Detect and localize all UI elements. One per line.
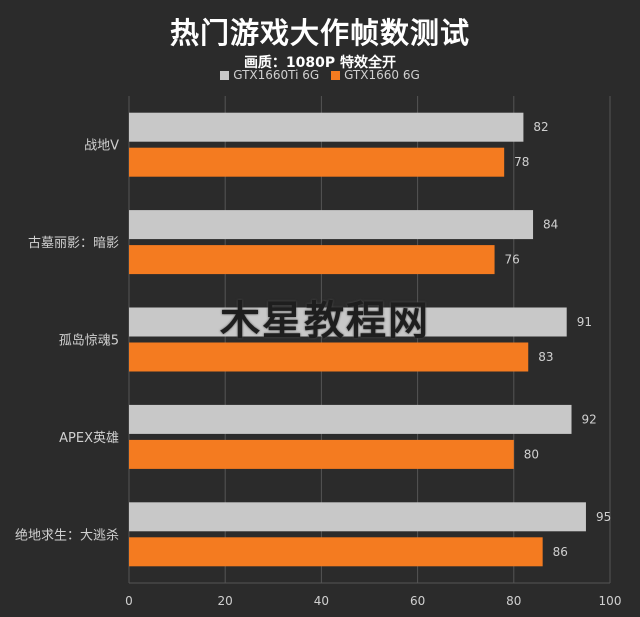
legend: GTX1660Ti 6G GTX1660 6G (0, 68, 640, 83)
data-label-4-0: 95 (596, 510, 611, 524)
bar-4-0 (129, 502, 586, 532)
legend-item-gtx1660ti: GTX1660Ti 6G (220, 68, 319, 82)
bar-2-1 (129, 342, 529, 372)
category-label-0: 战地V (84, 139, 119, 154)
bar-3-1 (129, 439, 514, 469)
category-label-4: 绝地求生：大逃杀 (15, 527, 119, 543)
x-tick-label-1: 20 (218, 594, 233, 608)
category-label-1: 古墓丽影：暗影 (28, 236, 119, 251)
data-label-1-0: 84 (543, 218, 558, 232)
bar-0-1 (129, 147, 505, 177)
category-label-2: 孤岛惊魂5 (59, 333, 119, 349)
legend-swatch-gtx1660ti (220, 70, 230, 80)
legend-swatch-gtx1660 (331, 70, 341, 80)
data-label-2-1: 83 (538, 350, 553, 364)
bar-3-0 (129, 404, 572, 434)
data-label-0-1: 78 (514, 155, 529, 169)
category-label-3: APEX英雄 (59, 431, 119, 446)
bar-1-1 (129, 245, 495, 275)
data-label-3-1: 80 (524, 447, 539, 461)
x-tick-label-4: 80 (506, 594, 521, 608)
data-label-3-0: 92 (582, 412, 597, 426)
bar-0-0 (129, 112, 524, 142)
x-tick-label-0: 0 (125, 594, 133, 608)
bar-2-0 (129, 307, 567, 337)
x-tick-label-5: 100 (599, 594, 622, 608)
data-label-1-1: 76 (505, 253, 520, 267)
bar-4-1 (129, 537, 543, 567)
legend-label-gtx1660: GTX1660 6G (344, 68, 420, 82)
data-label-4-1: 86 (553, 545, 568, 559)
x-tick-label-3: 60 (410, 594, 425, 608)
legend-label-gtx1660ti: GTX1660Ti 6G (233, 68, 320, 82)
x-tick-label-2: 40 (314, 594, 329, 608)
legend-item-gtx1660: GTX1660 6G (331, 68, 420, 82)
data-label-2-0: 91 (577, 315, 592, 329)
chart-title: 热门游戏大作帧数测试 (169, 16, 470, 50)
bar-1-0 (129, 210, 534, 240)
data-label-0-0: 82 (533, 120, 548, 134)
watermark-logo: 木星教程网 (220, 298, 430, 344)
chart-subtitle: 画质：1080P 特效全开 (243, 55, 397, 71)
